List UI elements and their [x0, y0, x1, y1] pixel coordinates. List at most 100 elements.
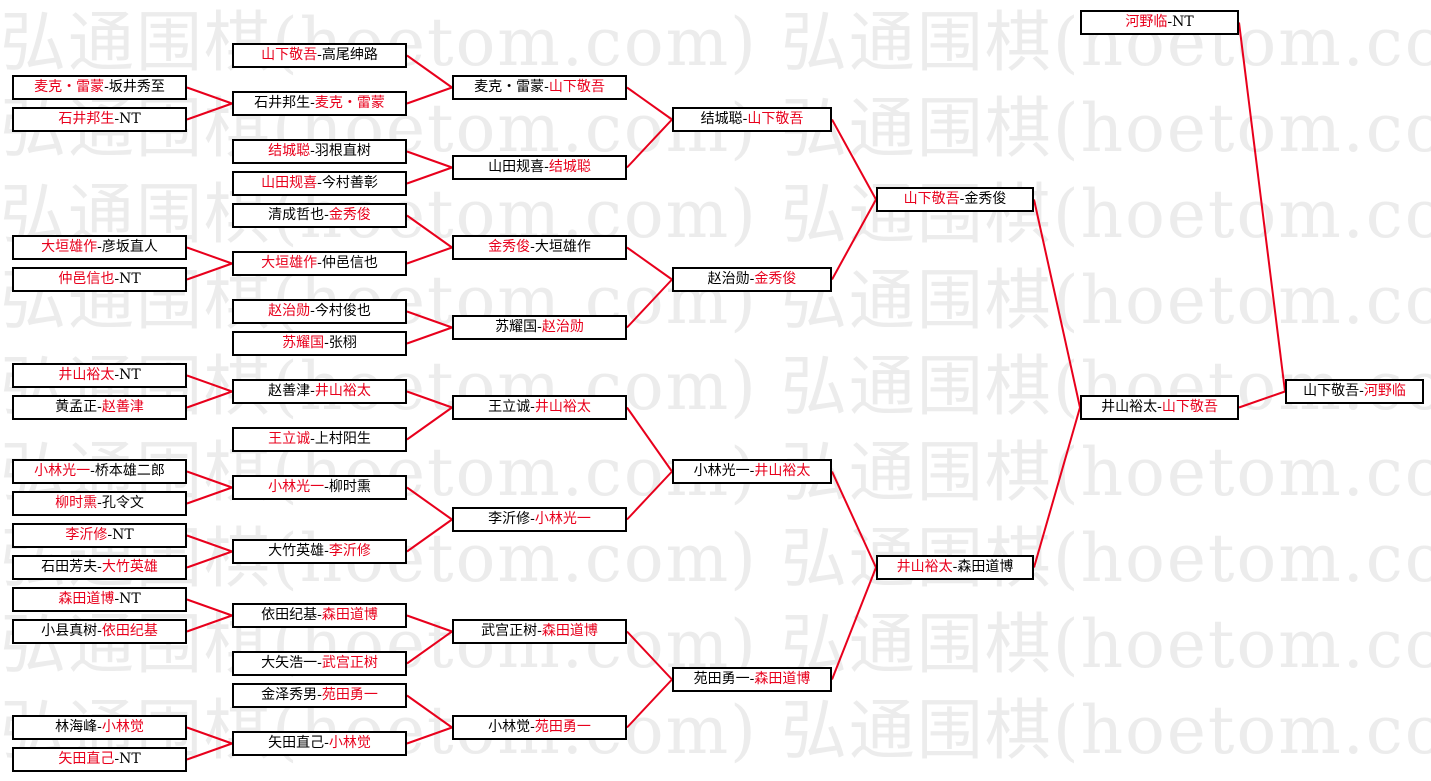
- player-a: 结城聪: [268, 143, 311, 159]
- player-b: 柳时熏: [328, 479, 371, 495]
- match-box: 依田纪基-森田道博: [232, 603, 407, 628]
- separator: -: [310, 143, 315, 159]
- separator: -: [530, 239, 535, 255]
- bracket-connector: [406, 214, 453, 249]
- player-a: 井山裕太: [58, 367, 115, 383]
- player-a: 林海峰: [55, 719, 98, 735]
- player-b: 彦坂直人: [101, 239, 158, 255]
- separator: -: [97, 719, 102, 735]
- player-a: 仲邑信也: [58, 271, 115, 287]
- match-box: 麦克・雷蒙-坂井秀至: [12, 75, 187, 100]
- player-b: 大竹英雄: [101, 559, 158, 575]
- player-a: 黄孟正: [55, 399, 98, 415]
- match-box: 武宫正树-森田道博: [452, 619, 627, 644]
- separator: -: [537, 319, 542, 335]
- player-a: 苑田勇一: [693, 671, 750, 687]
- player-b: 苑田勇一: [534, 719, 591, 735]
- player-a: 石井邦生: [254, 95, 311, 111]
- bracket-connector: [406, 390, 453, 409]
- bracket-connector: [406, 726, 453, 745]
- player-a: 麦克・雷蒙: [34, 79, 105, 95]
- bracket-connector: [186, 534, 233, 553]
- bracket-connector: [626, 118, 673, 169]
- bracket-connector: [626, 678, 673, 729]
- player-b: 金秀俊: [964, 191, 1007, 207]
- player-b: 张栩: [328, 335, 357, 351]
- player-a: 山田规喜: [488, 159, 545, 175]
- bracket-connector: [186, 102, 233, 121]
- match-box: 李沂修-NT: [12, 523, 187, 548]
- match-box: 王立诚-井山裕太: [452, 395, 627, 420]
- match-box: 井山裕太-森田道博: [876, 555, 1034, 580]
- match-box: 王立诚-上村阳生: [232, 427, 407, 452]
- player-a: 李沂修: [65, 527, 108, 543]
- player-a: 赵善津: [268, 383, 311, 399]
- match-box: 山田规喜-今村善彰: [232, 171, 407, 196]
- player-a: 小林光一: [34, 463, 91, 479]
- separator: -: [107, 527, 113, 543]
- match-box: 大垣雄作-仲邑信也: [232, 251, 407, 276]
- player-b: 桥本雄二郎: [94, 463, 165, 479]
- player-b: 高尾绅路: [321, 47, 378, 63]
- match-box: 山田规喜-结城聪: [452, 155, 627, 180]
- player-b: 井山裕太: [754, 463, 811, 479]
- separator: -: [1157, 399, 1162, 415]
- bracket-connector: [186, 742, 233, 761]
- bracket-connector: [406, 150, 453, 169]
- player-a: 大竹英雄: [268, 543, 325, 559]
- player-b: 森田道博: [321, 607, 378, 623]
- bracket-connector: [831, 199, 877, 280]
- bracket-connector: [406, 614, 453, 633]
- player-b: 大垣雄作: [534, 239, 591, 255]
- player-a: 王立诚: [488, 399, 531, 415]
- match-box: 石田芳夫-大竹英雄: [12, 555, 187, 580]
- match-box: 苑田勇一-森田道博: [672, 667, 832, 692]
- match-box: 小县真树-依田纪基: [12, 619, 187, 644]
- separator: -: [324, 735, 329, 751]
- match-box: 金秀俊-大垣雄作: [452, 235, 627, 260]
- bracket-connector: [406, 310, 453, 329]
- player-a: 李沂修: [488, 511, 531, 527]
- match-box: 金泽秀男-苑田勇一: [232, 683, 407, 708]
- player-b: 苑田勇一: [321, 687, 378, 703]
- bracket-connector: [1238, 390, 1286, 409]
- player-a: 大矢浩一: [261, 655, 318, 671]
- separator: -: [1359, 383, 1364, 399]
- player-a: 井山裕太: [1101, 399, 1158, 415]
- separator: -: [317, 655, 322, 671]
- player-b: 今村俊也: [314, 303, 371, 319]
- player-a: 河野临: [1125, 14, 1168, 30]
- player-b: 羽根直树: [314, 143, 371, 159]
- player-a: 矢田直己: [58, 751, 115, 767]
- player-b: NT: [119, 111, 141, 127]
- separator: -: [1167, 14, 1173, 30]
- bracket-connector: [1033, 199, 1081, 408]
- player-a: 小林觉: [488, 719, 531, 735]
- player-a: 森田道博: [58, 591, 115, 607]
- separator: -: [310, 95, 315, 111]
- player-b: 今村善彰: [321, 175, 378, 191]
- bracket-connector: [186, 390, 233, 409]
- match-box: 结城聪-山下敬吾: [672, 107, 832, 132]
- player-a: 柳时熏: [55, 495, 98, 511]
- player-b: NT: [112, 527, 134, 543]
- separator: -: [317, 175, 322, 191]
- player-b: 森田道博: [541, 623, 598, 639]
- player-a: 矢田直己: [268, 735, 325, 751]
- player-b: 金秀俊: [328, 207, 371, 223]
- player-a: 武宫正树: [481, 623, 538, 639]
- separator: -: [749, 271, 755, 287]
- bracket-connector: [186, 246, 233, 265]
- separator: -: [114, 271, 120, 287]
- player-a: 王立诚: [268, 431, 311, 447]
- match-box: 苏耀国-张栩: [232, 331, 407, 356]
- separator: -: [324, 207, 329, 223]
- player-a: 石井邦生: [58, 111, 115, 127]
- player-b: 金秀俊: [754, 271, 797, 287]
- bracket-connector: [831, 119, 877, 200]
- match-box: 山下敬吾-河野临: [1285, 379, 1424, 404]
- player-b: 结城聪: [548, 159, 591, 175]
- player-a: 小林光一: [693, 463, 750, 479]
- bracket-connector: [831, 471, 877, 568]
